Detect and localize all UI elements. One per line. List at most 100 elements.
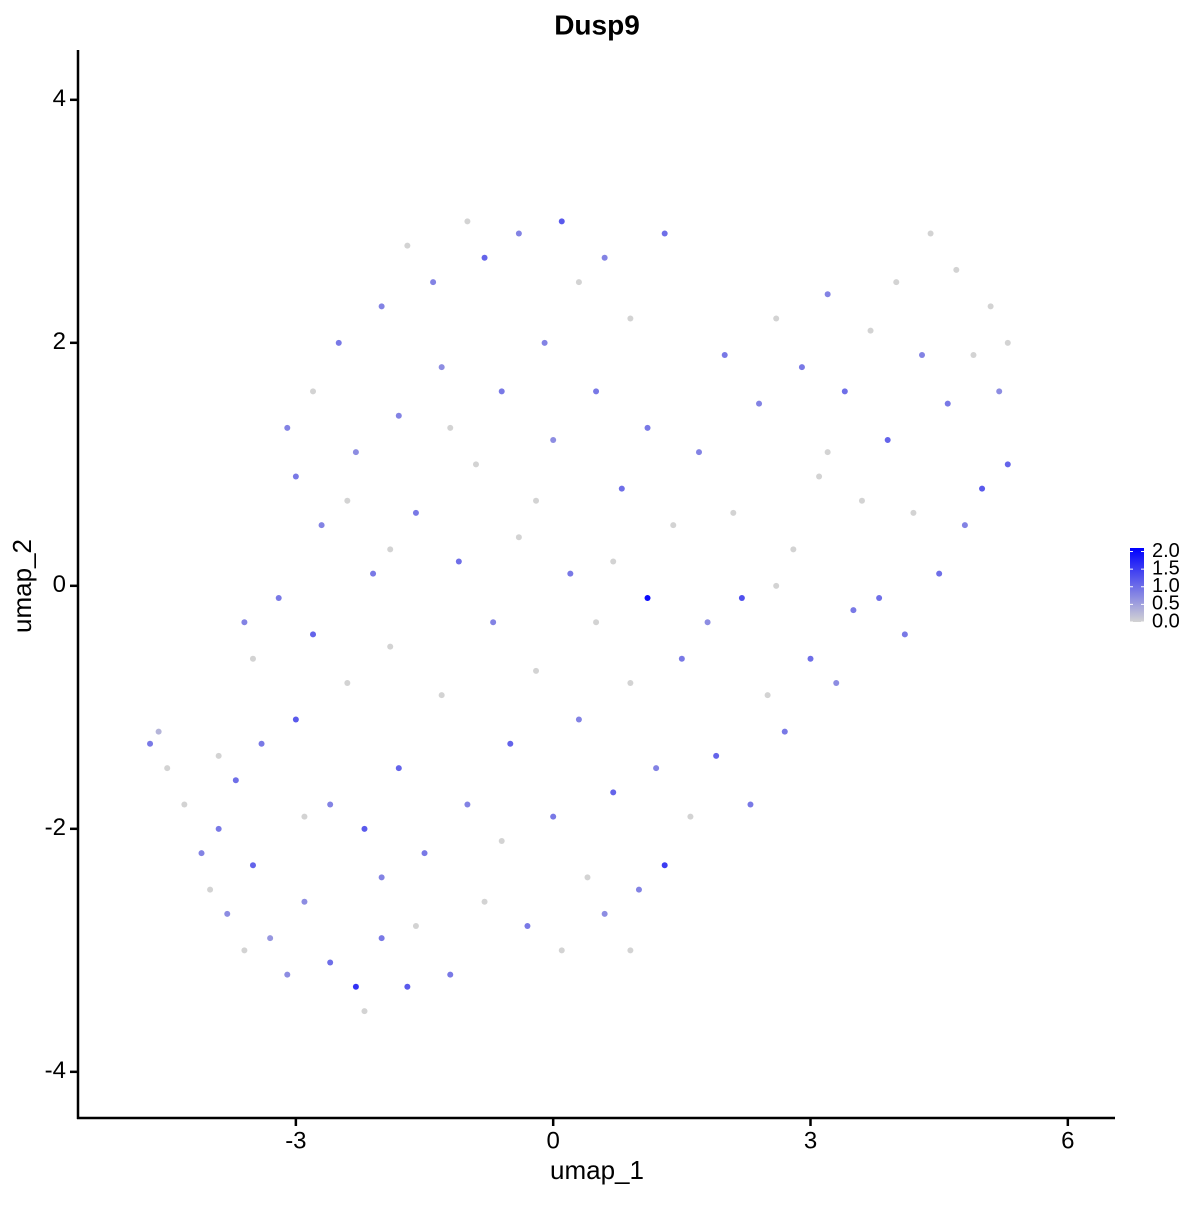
colorbar-label: 0.5 (1152, 593, 1180, 615)
point (593, 619, 600, 626)
point (490, 619, 497, 626)
point (1004, 461, 1011, 468)
point (738, 594, 745, 601)
point (515, 534, 522, 541)
point (833, 680, 840, 687)
point (979, 485, 986, 492)
point (404, 242, 411, 249)
point (670, 522, 677, 529)
point (695, 449, 702, 456)
point (644, 424, 651, 431)
point (533, 497, 540, 504)
point (781, 728, 788, 735)
point (472, 461, 479, 468)
point (704, 619, 711, 626)
point (816, 473, 823, 480)
colorbar (1130, 548, 1144, 622)
point (936, 570, 943, 577)
point (310, 631, 317, 638)
point (215, 752, 222, 759)
point (824, 291, 831, 298)
point (249, 862, 256, 869)
colorbar-label: 2.0 (1152, 540, 1180, 562)
point (730, 509, 737, 516)
point (841, 388, 848, 395)
point (610, 558, 617, 565)
point (627, 315, 634, 322)
point (498, 837, 505, 844)
y-axis-label: umap_2 (7, 539, 37, 633)
point (464, 801, 471, 808)
point (164, 765, 171, 772)
point (232, 777, 239, 784)
colorbar-label: 0.0 (1152, 610, 1180, 632)
point (318, 522, 325, 529)
point (447, 424, 454, 431)
point (867, 327, 874, 334)
point (558, 218, 565, 225)
point (352, 449, 359, 456)
point (310, 388, 317, 395)
colorbar-label: 1.5 (1152, 557, 1180, 579)
point (944, 400, 951, 407)
point (798, 364, 805, 371)
point (412, 509, 419, 516)
point (687, 813, 694, 820)
point (858, 497, 865, 504)
point (987, 303, 994, 310)
point (404, 983, 411, 990)
point (335, 339, 342, 346)
point (284, 971, 291, 978)
chart-title: Dusp9 (554, 9, 640, 40)
point (387, 546, 394, 553)
point (756, 400, 763, 407)
point (155, 728, 162, 735)
point (412, 923, 419, 930)
point (275, 594, 282, 601)
point (773, 582, 780, 589)
point (352, 983, 359, 990)
point (224, 910, 231, 917)
point (550, 813, 557, 820)
point (850, 607, 857, 614)
point (515, 230, 522, 237)
point (713, 752, 720, 759)
point (541, 339, 548, 346)
x-tick-label: 6 (1061, 1127, 1074, 1154)
point (764, 692, 771, 699)
point (267, 935, 274, 942)
point (301, 898, 308, 905)
point (207, 886, 214, 893)
x-axis-label: umap_1 (550, 1155, 644, 1185)
point (1004, 339, 1011, 346)
point (378, 874, 385, 881)
point (241, 619, 248, 626)
point (584, 874, 591, 881)
point (678, 655, 685, 662)
point (893, 279, 900, 286)
point (438, 692, 445, 699)
point (395, 412, 402, 419)
point (635, 886, 642, 893)
point (147, 740, 154, 747)
point (661, 230, 668, 237)
point (361, 825, 368, 832)
point (661, 862, 668, 869)
y-tick-label: 0 (53, 571, 66, 598)
point (550, 437, 557, 444)
point (524, 923, 531, 930)
point (438, 364, 445, 371)
point (824, 449, 831, 456)
point (198, 850, 205, 857)
point (447, 971, 454, 978)
point (344, 680, 351, 687)
y-tick-label: -4 (45, 1057, 66, 1084)
point (961, 522, 968, 529)
point (593, 388, 600, 395)
y-tick-label: 2 (53, 328, 66, 355)
x-tick-label: 0 (547, 1127, 560, 1154)
point (575, 716, 582, 723)
point (807, 655, 814, 662)
point (910, 509, 917, 516)
